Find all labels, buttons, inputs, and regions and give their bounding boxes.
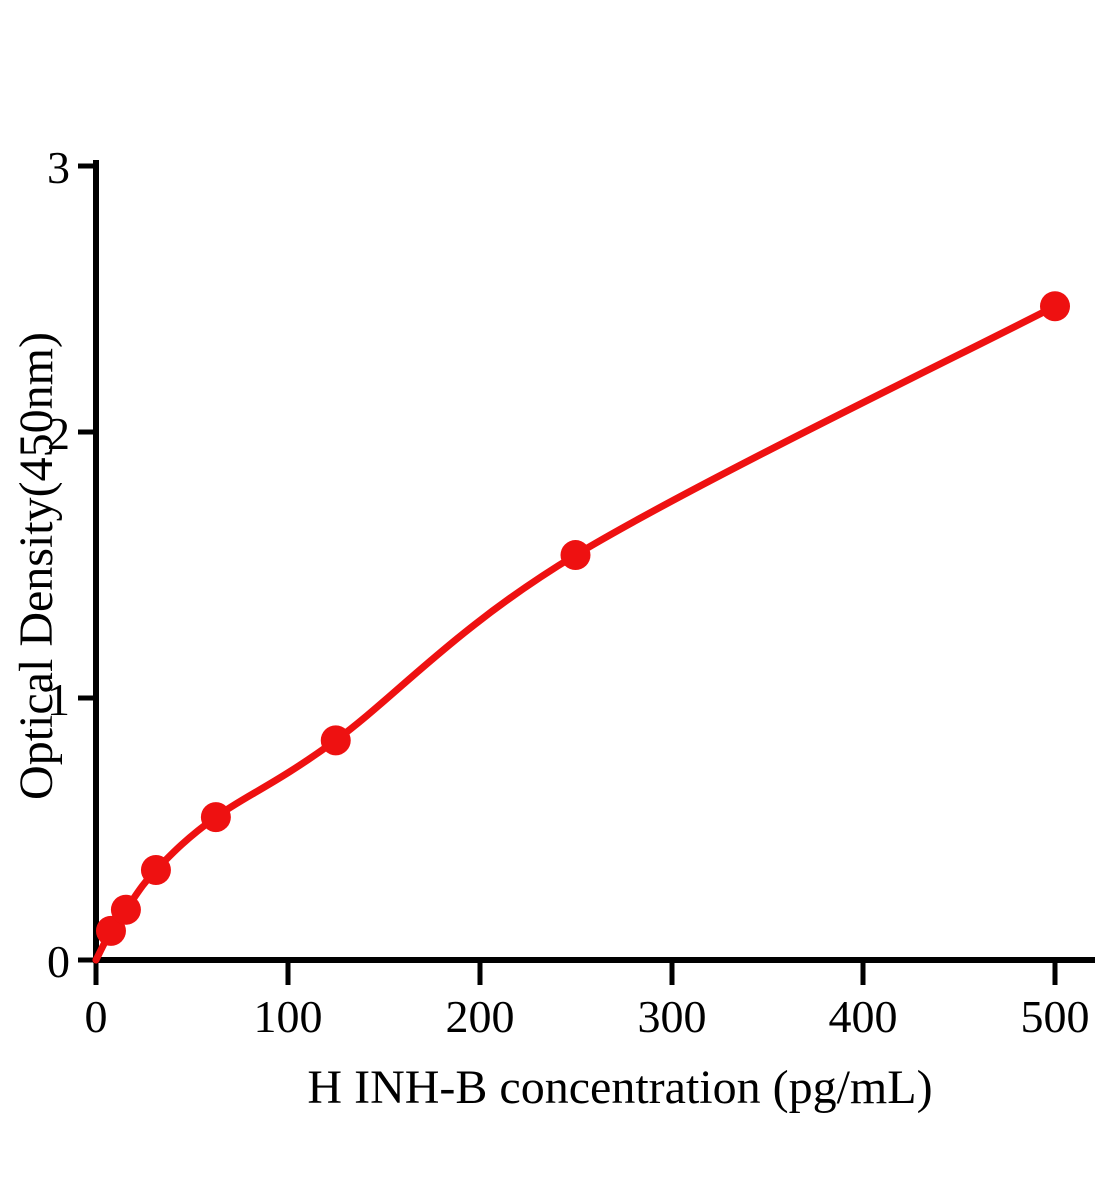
x-axis-title: H INH-B concentration (pg/mL) [307,1061,932,1114]
x-tick-label-200: 200 [446,991,515,1042]
x-tick-label-0: 0 [85,991,108,1042]
data-point [200,802,231,833]
data-series-markers [95,291,1070,946]
x-tick-label-500: 500 [1021,991,1090,1042]
y-tick-label-1: 1 [47,674,70,725]
y-tick-label-2: 2 [47,408,70,459]
x-axis-tick-labels: 0 100 200 300 400 500 [85,991,1090,1042]
data-point [320,725,351,756]
data-point [140,855,171,886]
y-tick-label-3: 3 [47,142,70,193]
x-axis-ticks [93,960,1058,985]
x-tick-label-100: 100 [254,991,323,1042]
y-axis-title: Optical Density(450nm) [10,332,63,800]
x-tick-label-400: 400 [829,991,898,1042]
x-tick-label-300: 300 [638,991,707,1042]
y-tick-label-0: 0 [47,936,70,987]
data-point [110,894,141,925]
data-point [560,540,591,571]
y-axis-tick-labels: 3 2 1 0 [47,142,70,987]
data-series-line [92,302,1059,964]
data-point [1040,291,1070,322]
data-point [95,915,126,946]
